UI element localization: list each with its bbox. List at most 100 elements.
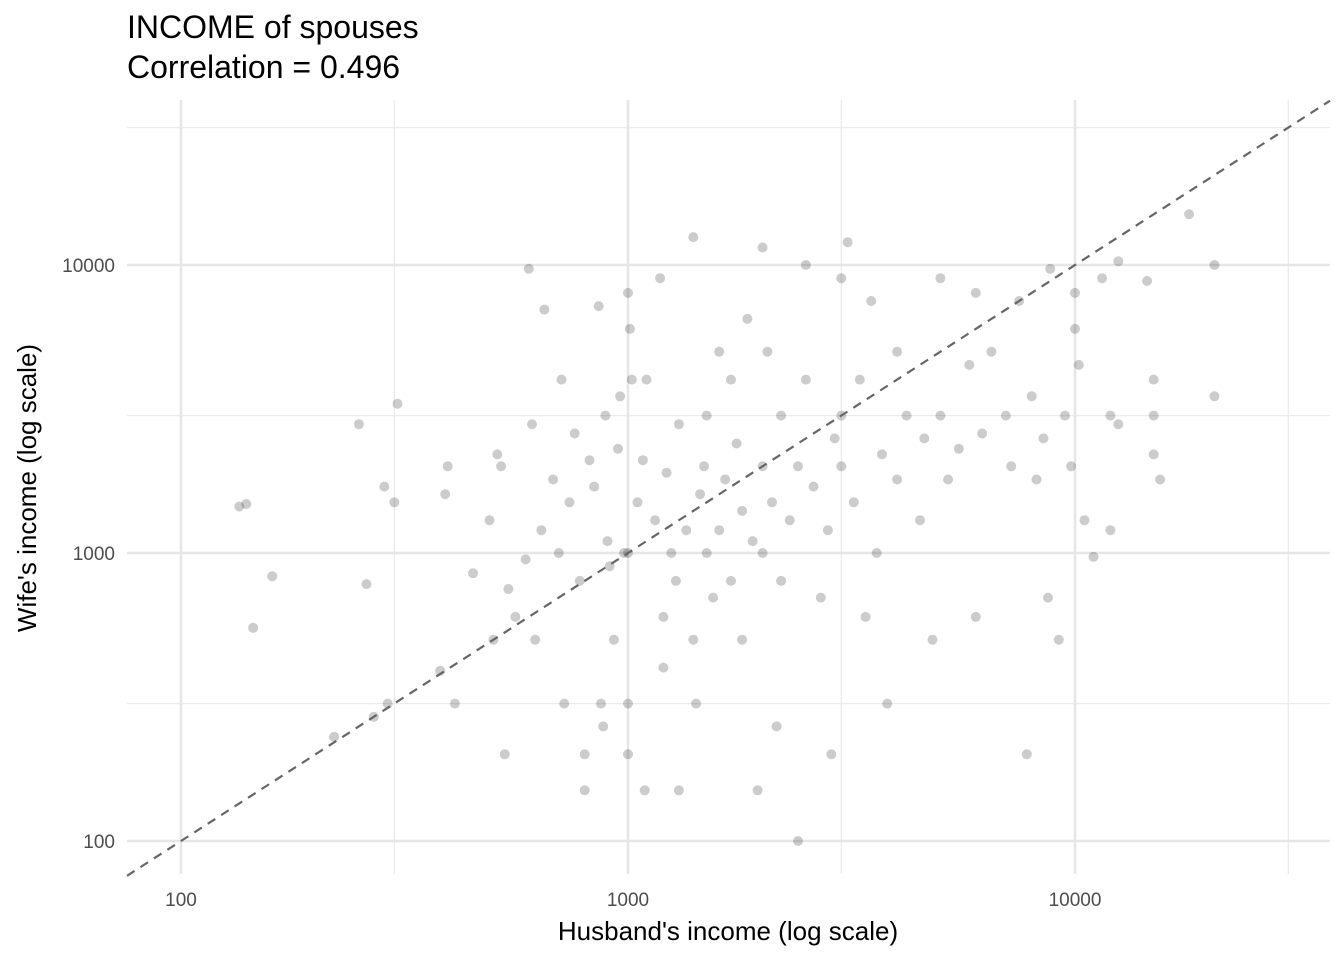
data-point: [658, 662, 669, 673]
data-point: [442, 461, 453, 472]
data-point: [579, 785, 590, 796]
data-point: [440, 489, 451, 500]
data-point: [564, 497, 575, 508]
data-point: [1184, 209, 1195, 220]
y-tick-label: 100: [83, 832, 115, 853]
data-point: [499, 749, 510, 760]
data-point: [658, 611, 669, 622]
data-point: [701, 410, 712, 421]
data-point: [613, 443, 623, 454]
data-point: [701, 548, 712, 558]
data-point: [553, 548, 564, 558]
x-tick-label: 10000: [1049, 890, 1102, 911]
data-point: [737, 505, 748, 516]
data-point: [598, 721, 609, 732]
data-point: [691, 698, 702, 709]
x-tick-label: 100: [165, 890, 197, 911]
data-point: [919, 433, 930, 444]
data-point: [977, 428, 988, 439]
data-point: [752, 785, 763, 796]
data-point: [871, 548, 882, 558]
data-point: [353, 419, 364, 430]
y-tick-label: 1000: [73, 544, 115, 565]
data-point: [661, 467, 672, 478]
data-point: [726, 575, 736, 586]
data-point: [964, 359, 975, 370]
data-point: [1155, 474, 1166, 485]
data-point: [248, 622, 259, 633]
data-point: [829, 433, 840, 444]
data-point: [1021, 749, 1032, 760]
data-point: [1070, 287, 1080, 298]
data-point: [361, 579, 372, 590]
data-point: [548, 474, 559, 485]
data-point: [731, 438, 742, 449]
data-point: [520, 554, 531, 565]
data-point: [503, 584, 514, 594]
data-point: [793, 461, 803, 472]
data-point: [496, 461, 507, 472]
data-point: [776, 575, 787, 586]
data-point: [1070, 323, 1080, 334]
data-point: [329, 731, 340, 742]
data-point: [882, 698, 893, 709]
data-point: [241, 499, 252, 509]
data-point: [793, 836, 803, 846]
data-point: [267, 571, 278, 582]
data-point: [784, 515, 795, 526]
data-point: [632, 497, 643, 508]
data-point: [714, 346, 725, 357]
data-point: [539, 304, 550, 315]
data-point: [1097, 273, 1108, 284]
data-point: [1060, 410, 1070, 421]
data-point: [953, 443, 964, 454]
data-point: [623, 698, 633, 709]
data-point: [747, 536, 758, 547]
data-point: [623, 287, 633, 298]
data-point: [720, 474, 731, 485]
data-point: [1148, 410, 1159, 421]
data-point: [970, 611, 981, 622]
data-point: [714, 525, 725, 536]
data-point: [757, 242, 768, 253]
data-point: [688, 634, 699, 645]
x-tick-label: 1000: [607, 890, 649, 911]
data-point: [602, 536, 613, 547]
data-point: [726, 374, 736, 385]
data-point: [800, 260, 811, 270]
data-point: [970, 287, 981, 298]
x-axis-ticks: 100 1000 10000: [165, 890, 1101, 911]
data-point: [1209, 391, 1220, 402]
chart-title: INCOME of spouses: [127, 9, 419, 45]
y-tick-label: 10000: [62, 256, 115, 277]
data-point: [449, 698, 460, 709]
data-point: [1148, 374, 1159, 385]
data-point: [639, 785, 650, 796]
data-point: [935, 273, 946, 284]
data-point: [234, 501, 245, 512]
data-point: [536, 525, 547, 536]
data-point: [615, 391, 626, 402]
data-point: [1045, 263, 1056, 274]
data-point: [484, 515, 495, 526]
data-point: [382, 698, 393, 709]
data-point: [757, 548, 768, 558]
data-point: [892, 474, 903, 485]
data-point: [641, 374, 652, 385]
data-point: [901, 410, 912, 421]
data-point: [836, 461, 847, 472]
data-point: [815, 592, 826, 603]
data-point: [584, 455, 595, 466]
data-point: [666, 548, 677, 558]
data-point: [530, 634, 541, 645]
data-point: [569, 428, 580, 439]
data-point: [379, 481, 390, 492]
data-point: [1209, 260, 1220, 270]
data-point: [510, 611, 521, 622]
data-point: [523, 263, 534, 274]
data-point: [681, 525, 692, 536]
data-point: [673, 419, 684, 430]
data-point: [1026, 391, 1037, 402]
data-points: [234, 209, 1220, 846]
